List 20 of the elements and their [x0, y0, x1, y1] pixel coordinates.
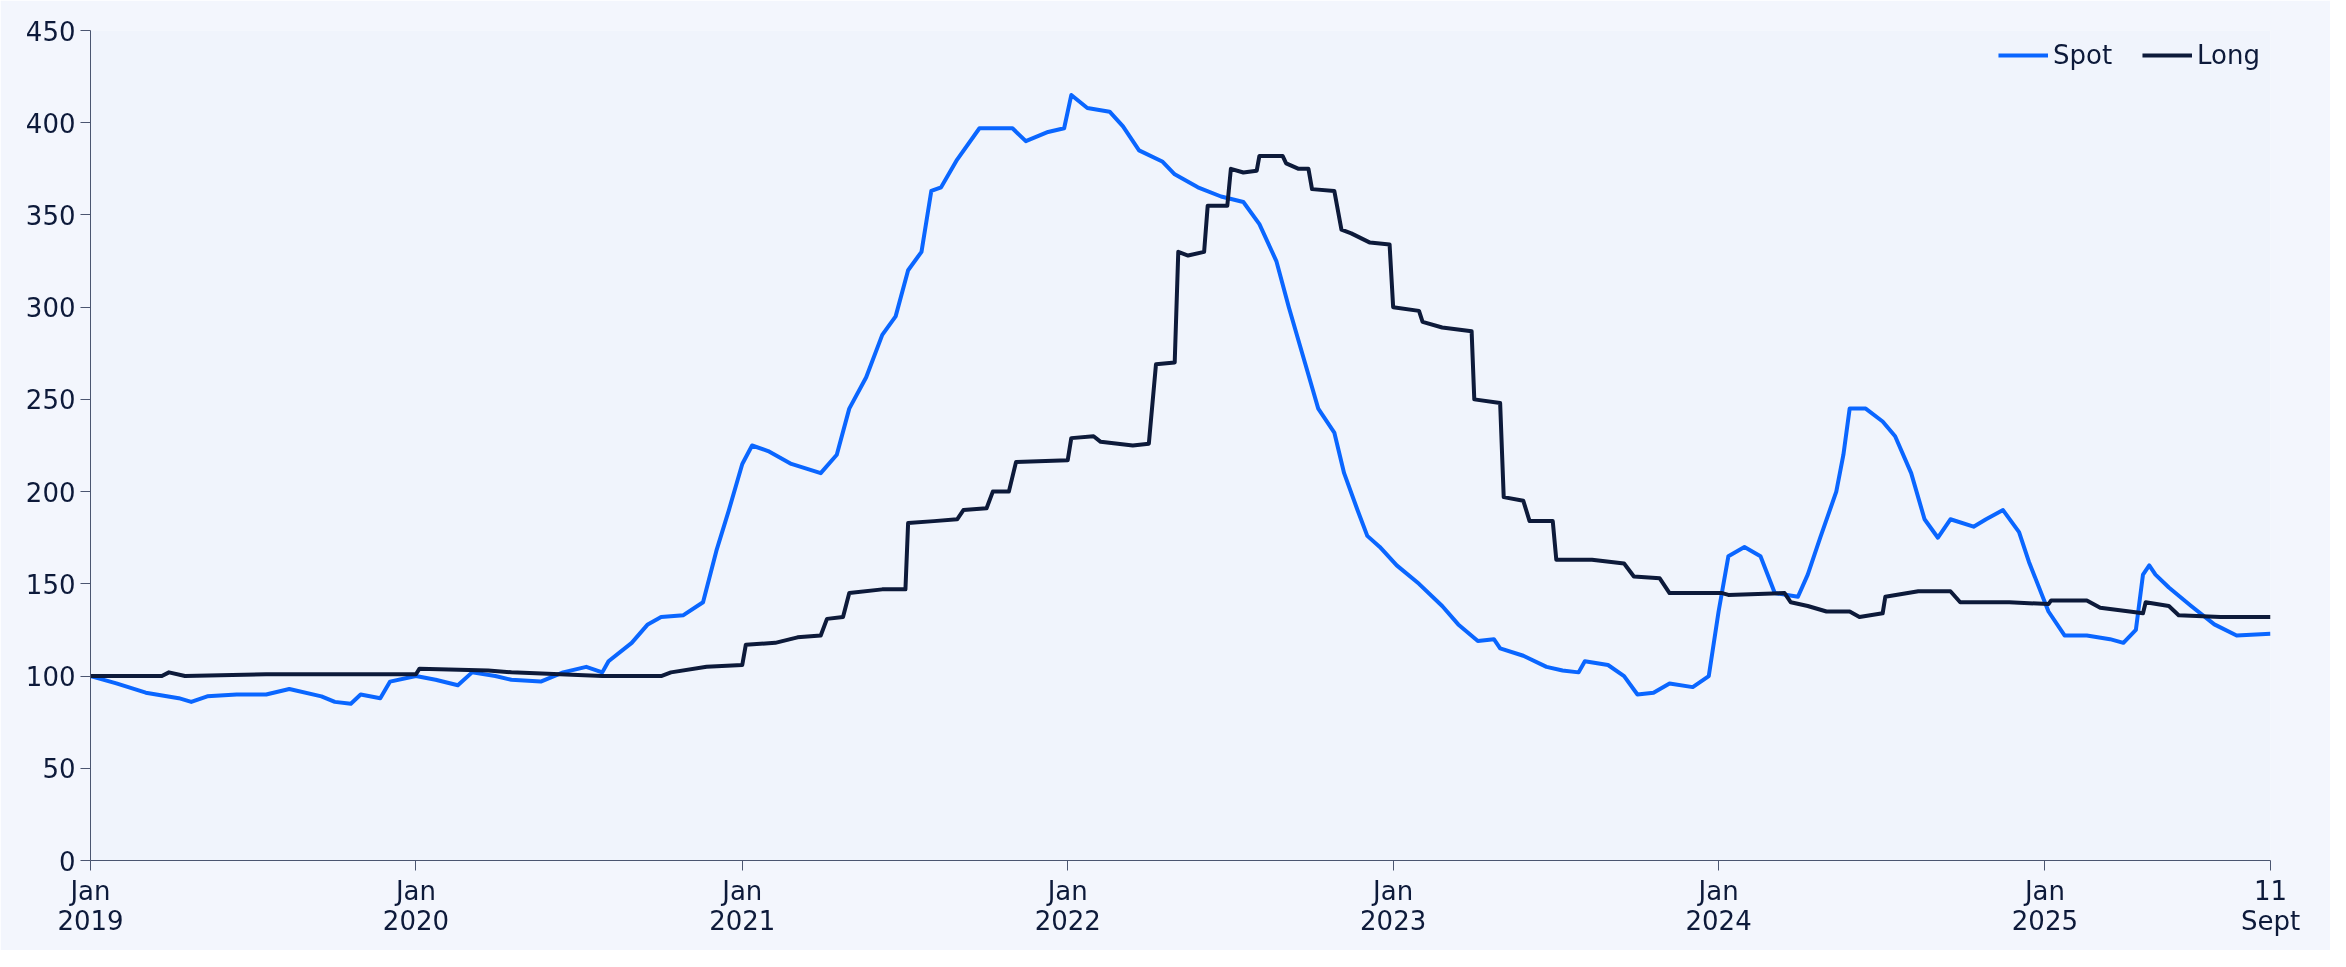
legend-label: Spot: [2052, 40, 2113, 70]
x-tick-label: Jan 2019: [57, 875, 124, 936]
x-tick-label: Jan 2023: [1360, 875, 1427, 936]
y-tick-label: 50: [42, 754, 76, 785]
x-tick-label: Jan 2021: [709, 875, 776, 936]
y-tick-label: 450: [25, 16, 76, 47]
x-tick-label: 11 Sept: [2240, 875, 2301, 936]
legend-label: Long: [2197, 40, 2260, 70]
x-tick-label: Jan 2022: [1034, 875, 1101, 936]
y-tick-label: 100: [25, 662, 76, 693]
y-tick-label: 350: [25, 200, 76, 231]
y-tick-label: 250: [25, 385, 76, 416]
x-tick-label: Jan 2025: [2011, 875, 2079, 936]
x-tick-label: Jan 2020: [382, 875, 450, 936]
y-tick-label: 400: [25, 108, 76, 139]
y-tick-label: 300: [25, 293, 76, 324]
y-tick-label: 150: [25, 569, 76, 600]
y-tick-label: 0: [58, 846, 76, 877]
x-tick-label: Jan 2024: [1685, 875, 1752, 936]
y-tick-label: 200: [25, 477, 76, 508]
